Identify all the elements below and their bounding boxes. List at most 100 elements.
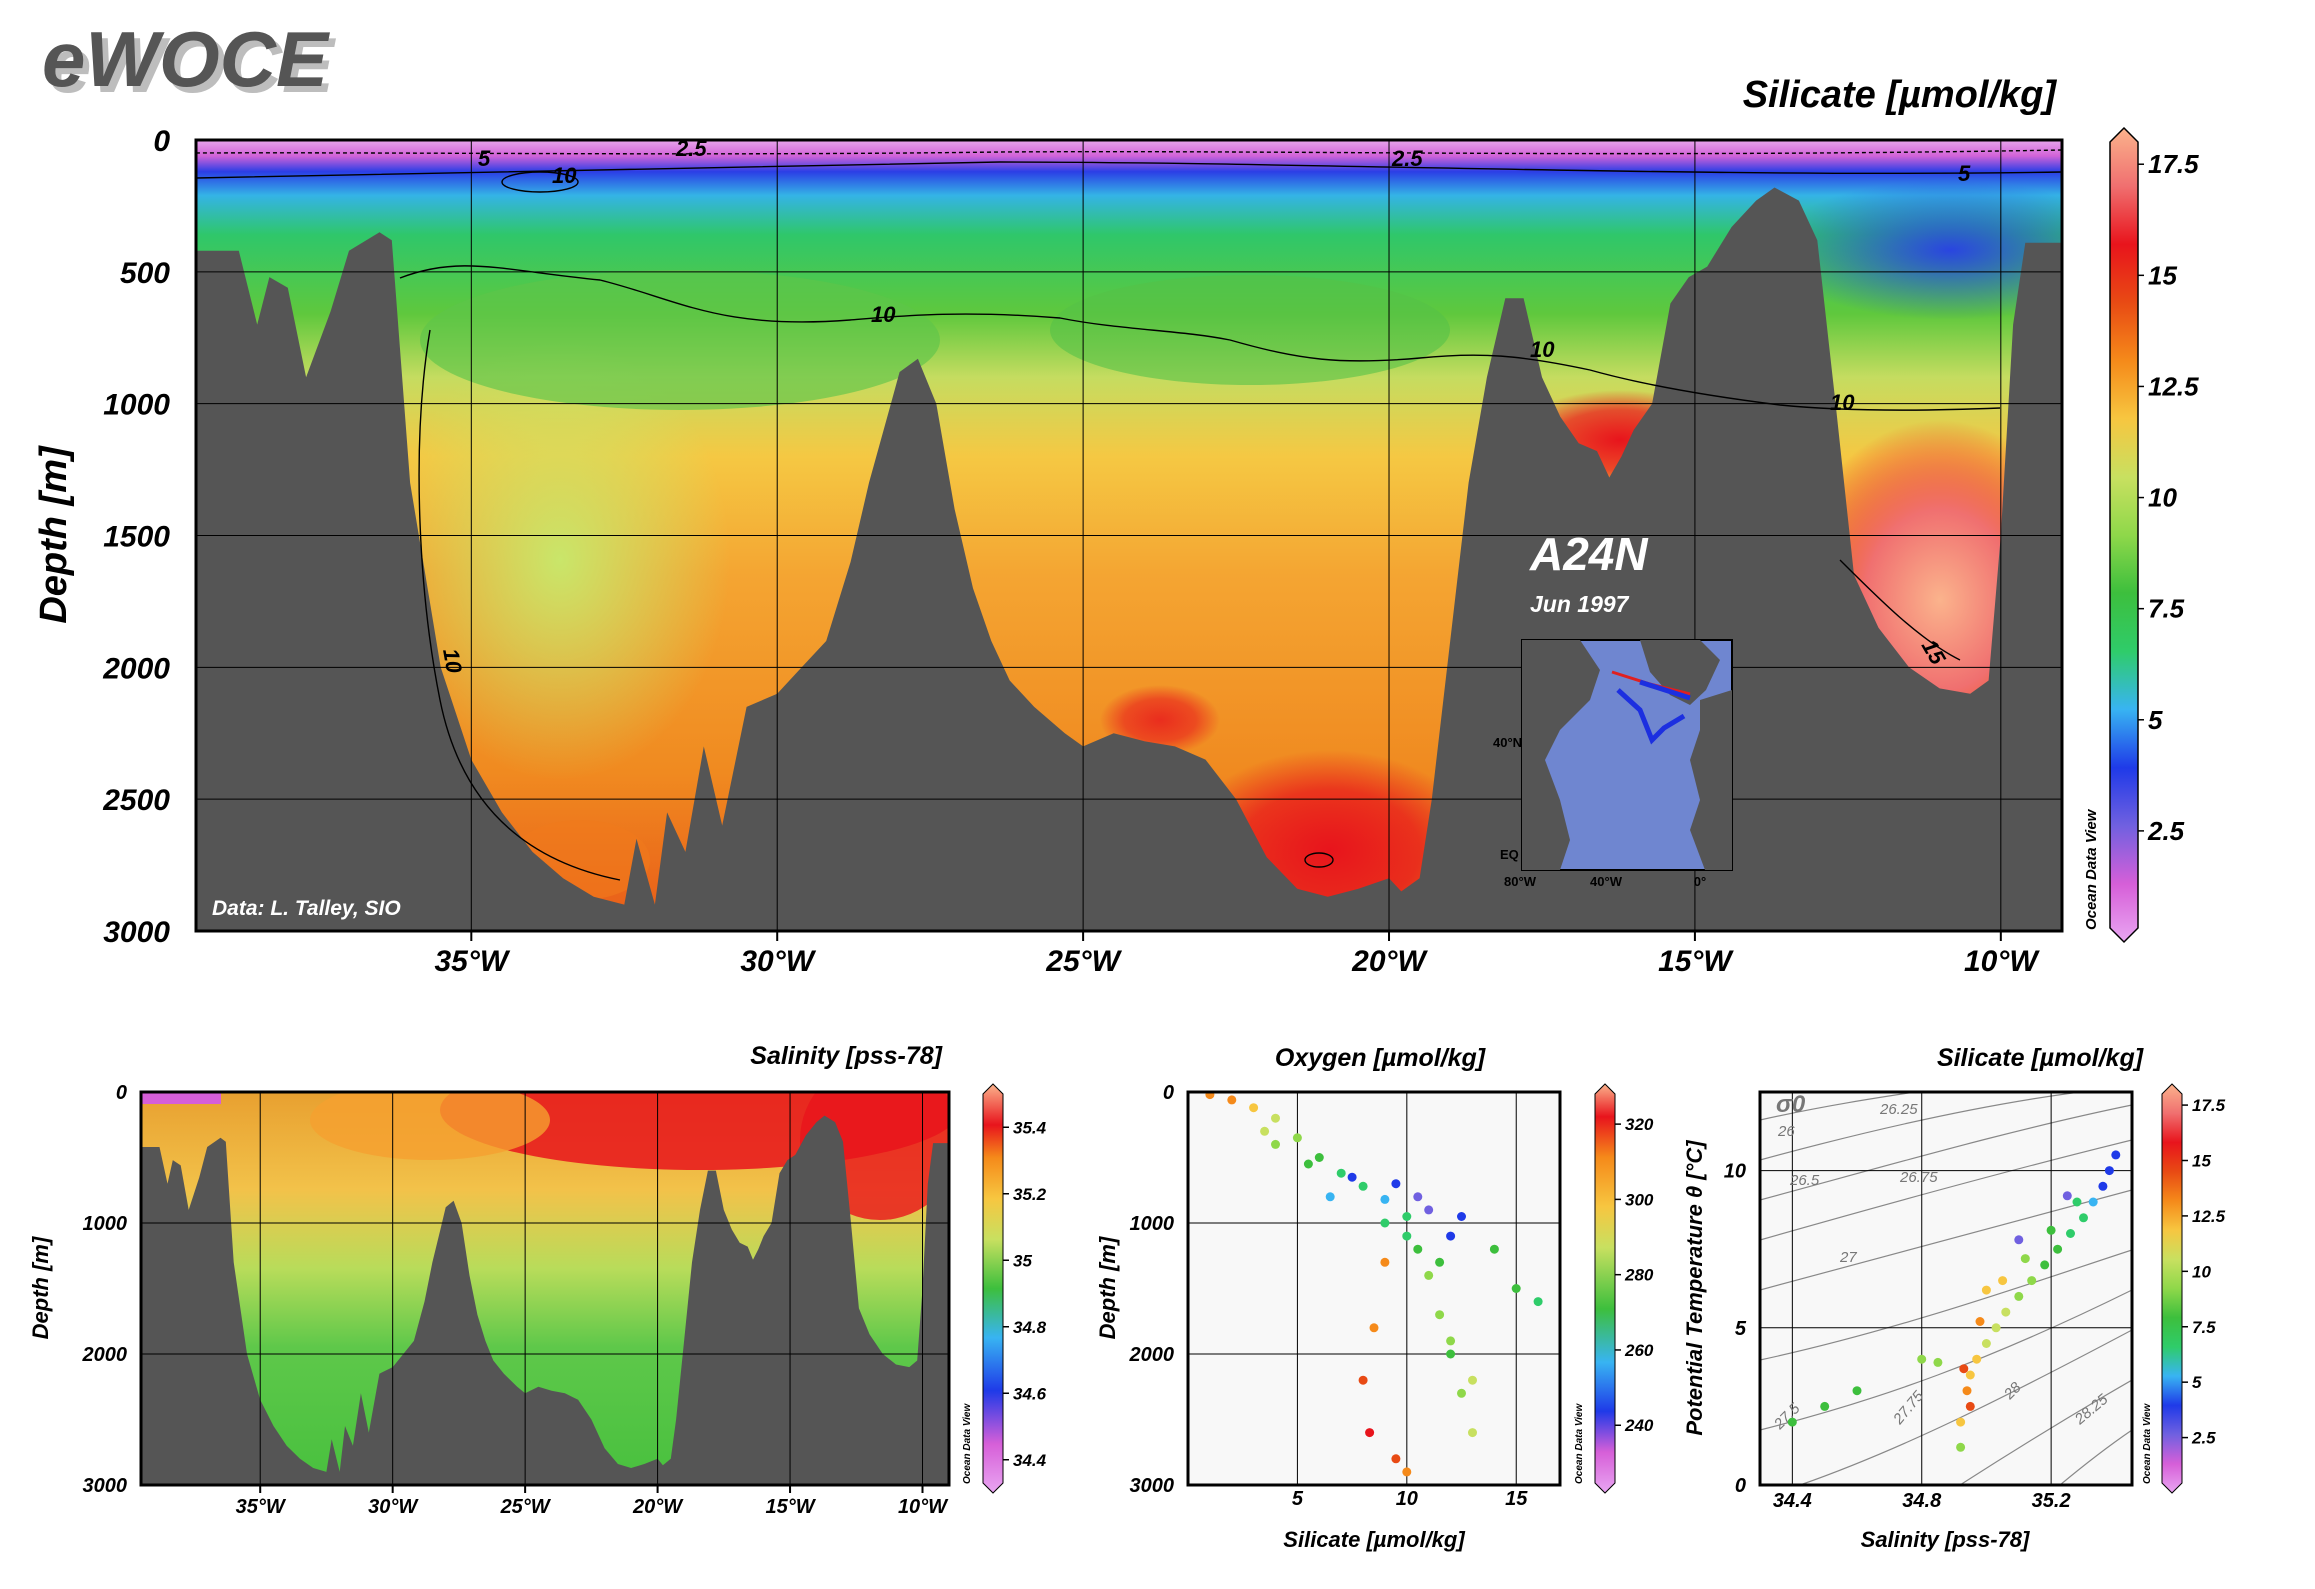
salinity-y-axis-label: Depth [m] [28, 1236, 53, 1339]
ts-point [2088, 1197, 2098, 1207]
oxygen-point [1435, 1257, 1445, 1267]
salinity-panel: Salinity [pss-78] 35°W 30°W 25°W 20°W 15°W 10… [28, 1042, 1047, 1518]
contour-label-10-b: 10 [871, 302, 896, 327]
isopycnal-label-26: 26 [1777, 1123, 1795, 1140]
main-silicate-panel: Silicate [µmol/kg] [33, 74, 2199, 978]
salinity-y-axis: 0 1000 2000 3000 [82, 1082, 128, 1497]
ts-grid [1760, 1092, 2132, 1485]
y-tick-label: 0 [116, 1082, 127, 1104]
salinity-odv-watermark: Ocean Data View [962, 1403, 973, 1484]
ts-colorbar-ticks: 17.5 15 12.5 10 7.5 5 2.5 [2182, 1096, 2226, 1448]
colorbar-tick-label: 300 [1625, 1190, 1654, 1209]
cruise-date: Jun 1997 [1530, 591, 1630, 617]
colorbar-tick-label: 240 [1624, 1416, 1654, 1435]
oxygen-point [1380, 1194, 1390, 1204]
salinity-x-axis: 35°W 30°W 25°W 20°W 15°W 10°W [236, 1485, 949, 1518]
salinity-plot-area [141, 1092, 949, 1485]
contour-label-10-d: 10 [1830, 390, 1855, 415]
x-tick-label: 34.8 [1902, 1490, 1942, 1512]
inset-greenland [1640, 640, 1720, 705]
oxygen-colorbar-bar [1594, 1083, 1616, 1494]
ts-point [2111, 1150, 2121, 1160]
x-tick-label: 15°W [1658, 945, 1734, 978]
colorbar-tick-label: 34.8 [1013, 1318, 1047, 1337]
y-tick-label: 1000 [83, 1213, 128, 1235]
salinity-colorbar: 35.4 35.2 35 34.8 34.6 34.4 Ocean Data View [962, 1083, 1047, 1494]
isopycnal-28.25 [2059, 1429, 2132, 1485]
oxygen-point [1435, 1310, 1445, 1320]
main-chart-title: Silicate [µmol/kg] [1743, 74, 2058, 116]
ts-point [2098, 1181, 2108, 1191]
colorbar-tick-label: 34.6 [1013, 1384, 1047, 1403]
colorbar-tick-label: 5 [2148, 705, 2163, 735]
x-tick-label: 5 [1292, 1488, 1304, 1510]
ts-point [1933, 1357, 1943, 1367]
ts-point [2104, 1166, 2114, 1176]
salinity-colorbar-ticks: 35.4 35.2 35 34.8 34.6 34.4 [1003, 1118, 1047, 1470]
ts-colorbar-bar [2161, 1083, 2183, 1494]
oxygen-point [1468, 1375, 1477, 1385]
ts-point [1787, 1417, 1797, 1427]
x-tick-label: 25°W [1045, 945, 1122, 978]
oxygen-frame [1186, 1090, 1562, 1487]
logo-shadow: eWOCE [48, 21, 336, 109]
colorbar-tick-label: 15 [2148, 260, 2177, 290]
oxygen-point [1446, 1336, 1456, 1346]
ts-point [2053, 1244, 2063, 1254]
x-tick-label: 10 [1396, 1488, 1418, 1510]
ts-point [2027, 1276, 2037, 1286]
y-tick-label: 500 [120, 257, 170, 290]
oxygen-point [1489, 1244, 1499, 1254]
oxygen-point [1314, 1153, 1324, 1162]
x-tick-label: 35°W [236, 1496, 287, 1518]
colorbar-tick-label: 280 [1624, 1266, 1654, 1285]
colorbar-tick-label: 35.2 [1013, 1185, 1047, 1204]
oxygen-point [1303, 1159, 1313, 1169]
ts-point [2014, 1291, 2024, 1301]
salinity-frame [139, 1090, 951, 1487]
ts-point [2072, 1197, 2082, 1207]
isopycnal-26.5 [1760, 1104, 2132, 1201]
oxygen-point [1457, 1388, 1466, 1398]
ts-colorbar: 17.5 15 12.5 10 7.5 5 2.5 Ocean Data View [2142, 1083, 2226, 1494]
inset-lon-0: 0° [1694, 874, 1706, 889]
x-tick-label: 25°W [500, 1496, 552, 1518]
section-name: A24N [1529, 528, 1648, 580]
ts-y-axis-label: Potential Temperature θ [°C] [1682, 1140, 1707, 1436]
oxygen-point [1424, 1205, 1434, 1215]
inset-map: 40°N EQ 80°W 40°W 0° [1493, 639, 1733, 889]
colorbar-tick-label: 7.5 [2192, 1318, 2216, 1337]
oxygen-point [1380, 1218, 1390, 1228]
y-tick-label: 2500 [102, 784, 170, 817]
y-tick-label: 3000 [1130, 1475, 1175, 1497]
inset-europe-africa [1690, 690, 1732, 870]
contour-15 [1839, 559, 1961, 661]
x-tick-label: 10°W [898, 1496, 949, 1518]
salinity-grid [141, 1092, 949, 1485]
salinity-surface-low [141, 1092, 221, 1104]
y-tick-label: 0 [1735, 1475, 1746, 1497]
ts-point [1917, 1354, 1927, 1364]
x-tick-label: 35°W [434, 945, 510, 978]
oxygen-point [1249, 1103, 1259, 1113]
main-plot-frame [194, 138, 2064, 933]
ts-point [1972, 1354, 1982, 1364]
isopycnal-label-26.5: 26.5 [1789, 1172, 1820, 1189]
ts-point [1965, 1370, 1975, 1380]
oxygen-point [1413, 1192, 1423, 1202]
contour-label-5-a: 5 [478, 146, 491, 171]
contour-10-lens [501, 171, 579, 193]
ts-frame [1758, 1090, 2134, 1487]
colorbar-tick-label: 320 [1625, 1115, 1654, 1134]
contour-10-left [418, 329, 621, 881]
ts-point [2046, 1225, 2056, 1235]
isopycnal-label-26.75: 26.75 [1899, 1169, 1938, 1186]
y-tick-label: 1500 [103, 521, 170, 554]
logo: eWOCE [42, 15, 330, 103]
ts-point [2066, 1229, 2075, 1238]
y-tick-label: 2000 [1129, 1344, 1175, 1366]
contour-label-10-e: 10 [438, 647, 467, 676]
colorbar-tick-label: 17.5 [2148, 149, 2199, 179]
x-tick-label: 30°W [368, 1496, 419, 1518]
ts-points [1787, 1150, 2121, 1452]
